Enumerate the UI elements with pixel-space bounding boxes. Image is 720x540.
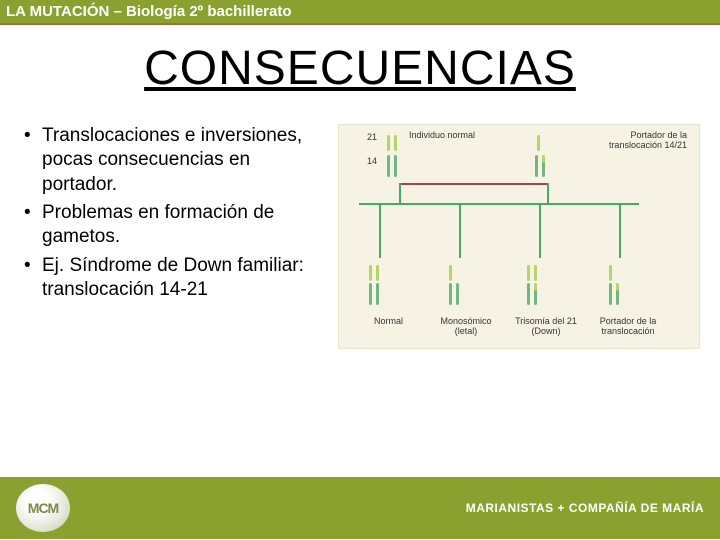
offspring-monosomic — [449, 265, 459, 305]
slide-body: CONSECUENCIAS Translocaciones e inversio… — [0, 25, 720, 477]
chrom-label-14: 14 — [367, 157, 377, 167]
translocation-diagram: 21 14 Individuo normal Portador de la tr… — [338, 124, 700, 349]
header-text: LA MUTACIÓN – Biología 2º bachillerato — [6, 3, 292, 20]
outcome-label: Trisomía del 21 (Down) — [511, 317, 581, 337]
logo-text: MCM — [28, 500, 58, 516]
content-row: Translocaciones e inversiones, pocas con… — [20, 124, 700, 349]
bullet-list: Translocaciones e inversiones, pocas con… — [20, 124, 320, 349]
lineage-line — [399, 183, 401, 203]
slide-footer: MCM MARIANISTAS + COMPAÑÍA DE MARÍA — [0, 477, 720, 539]
label-normal-individual: Individuo normal — [409, 131, 479, 141]
offspring-trisomy21 — [527, 265, 537, 305]
lineage-line — [547, 183, 549, 203]
lineage-line — [539, 203, 541, 258]
bullet-item: Ej. Síndrome de Down familiar: transloca… — [42, 254, 320, 303]
chrom-label-21: 21 — [367, 133, 377, 143]
lineage-line — [459, 203, 461, 258]
lineage-line — [619, 203, 621, 258]
bullet-item: Problemas en formación de gametos. — [42, 201, 320, 250]
slide-title: CONSECUENCIAS — [20, 41, 700, 96]
mcm-logo: MCM — [16, 484, 70, 532]
outcome-label: Normal — [361, 317, 416, 327]
outcome-label: Monosómico (letal) — [431, 317, 501, 337]
offspring-carrier — [609, 265, 619, 305]
parent-carrier-21 — [537, 135, 540, 151]
parent-carrier-14 — [535, 155, 545, 177]
cross-line — [399, 183, 549, 185]
lineage-line — [359, 203, 639, 205]
slide-header: LA MUTACIÓN – Biología 2º bachillerato — [0, 0, 720, 25]
outcome-label: Portador de la translocación — [589, 317, 667, 337]
parent-normal-21 — [387, 135, 397, 151]
label-carrier: Portador de la translocación 14/21 — [582, 131, 687, 151]
lineage-line — [379, 203, 381, 258]
offspring-normal — [369, 265, 379, 305]
parent-normal-14 — [387, 155, 397, 177]
bullet-item: Translocaciones e inversiones, pocas con… — [42, 124, 320, 197]
footer-brand-text: MARIANISTAS + COMPAÑÍA DE MARÍA — [466, 501, 704, 515]
